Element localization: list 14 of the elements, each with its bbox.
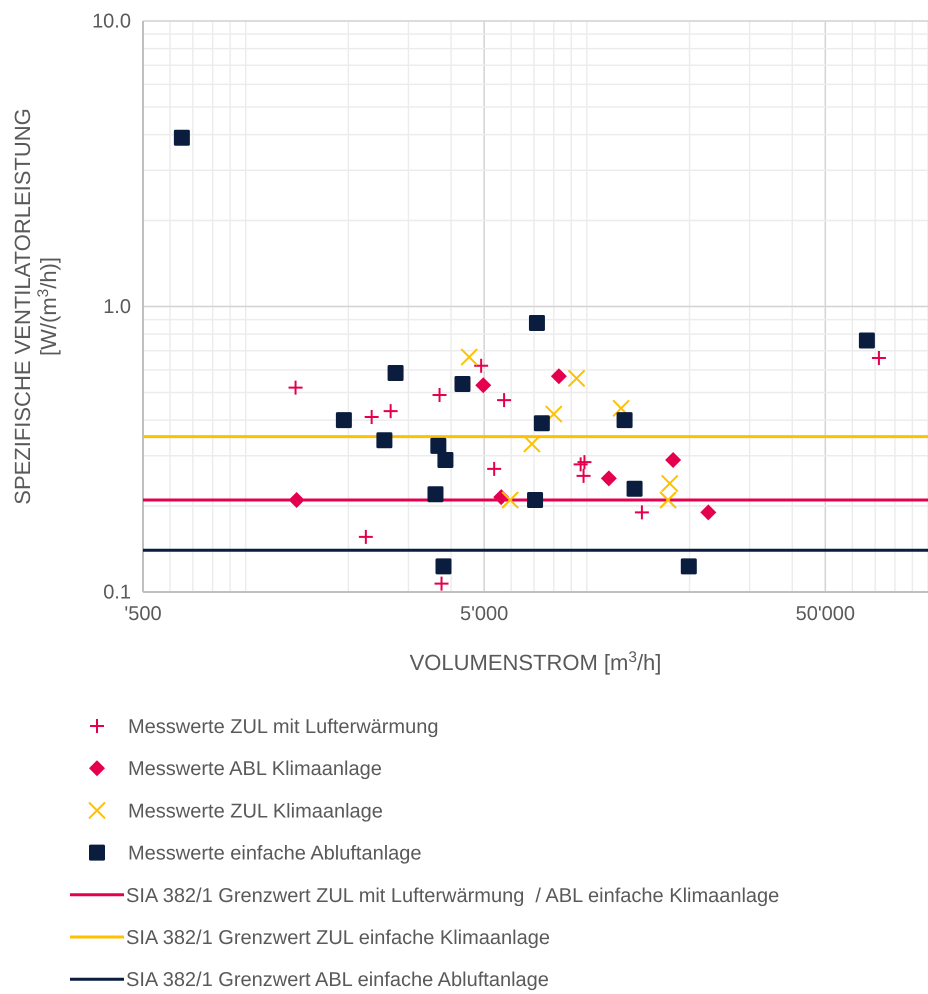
legend-label: SIA 382/1 Grenzwert ZUL mit Lufterwärmung / ABL einfache Klimaanlage [126,884,780,907]
legend-label: SIA 382/1 Grenzwert ZUL einfache Klimaanlage [126,927,550,949]
x-tick-label: 50'000 [796,603,856,626]
y-tick-label: 1.0 [103,296,131,318]
legend-label: SIA 382/1 Grenzwert ABL einfache Abluftanlage [126,969,549,992]
legend-label: Messwerte ZUL Klimaanlage [128,800,383,822]
legend-label: Messwerte einfache Abluftanlage [128,842,422,865]
y-tick-label: 10.0 [92,10,131,32]
x-tick-label: 5'000 [460,603,508,626]
x-tick-label: '500 [124,603,162,626]
x-axis-title: VOLUMENSTROM [m$^{3}$/h] [410,648,662,675]
legend-label: Messwerte ZUL mit Lufterwärmung [128,716,438,738]
legend-label: Messwerte ABL Klimaanlage [128,758,382,780]
y-tick-label: 0.1 [103,581,131,604]
